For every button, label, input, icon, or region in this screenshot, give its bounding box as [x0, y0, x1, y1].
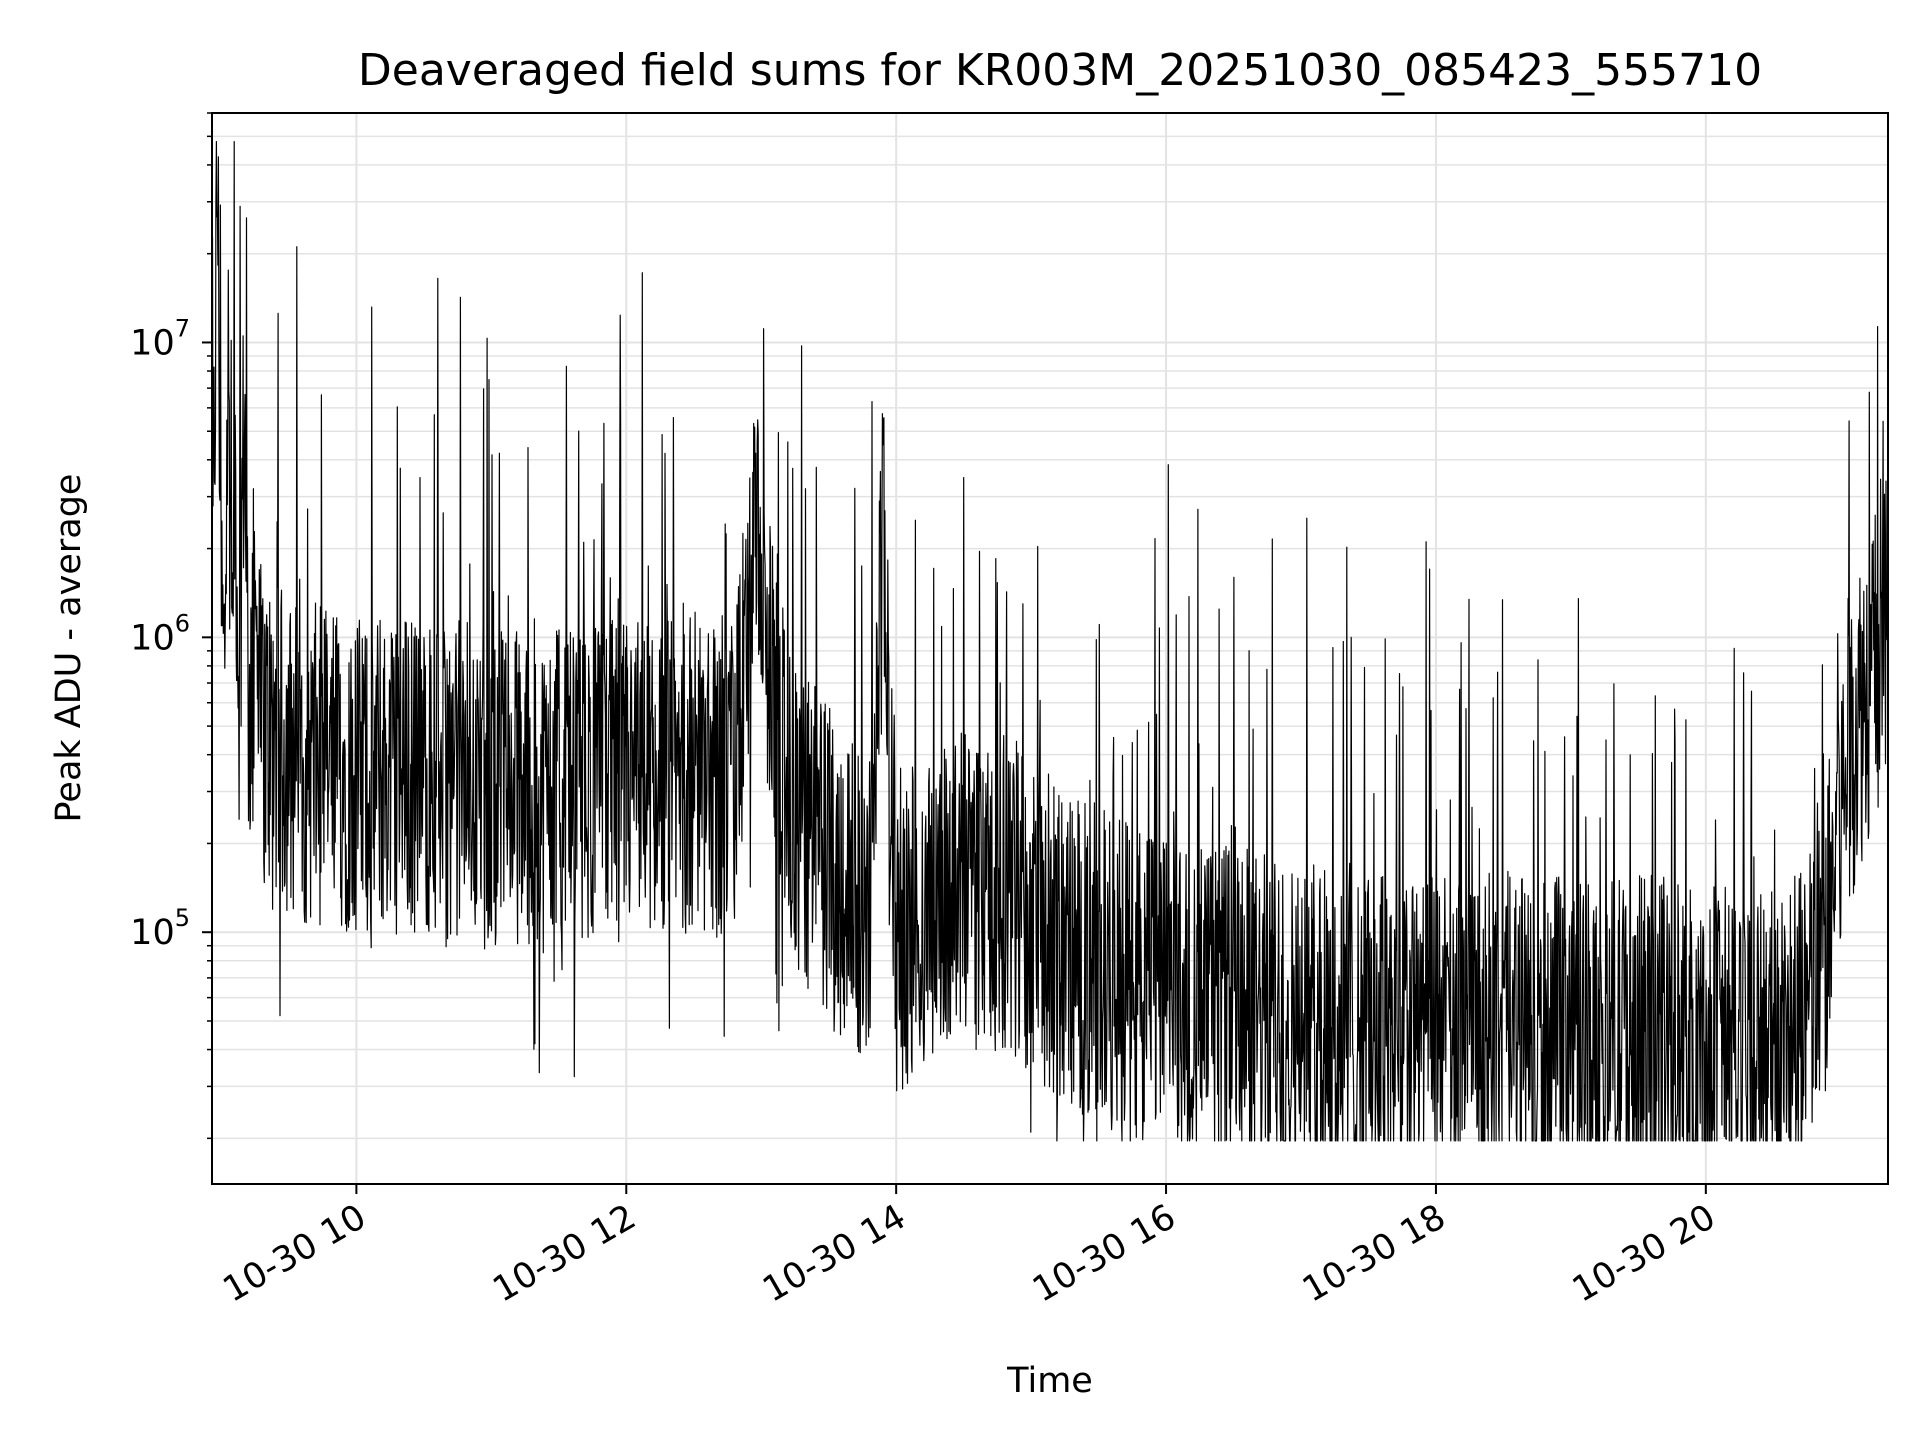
y-tick-label: 107	[130, 314, 190, 363]
y-tick-label: 106	[130, 609, 190, 658]
plot-frame	[211, 112, 1889, 1185]
series-group	[211, 141, 1889, 1142]
y-tick-label: 105	[130, 904, 190, 953]
chart-title: Deaveraged field sums for KR003M_2025103…	[358, 45, 1762, 96]
x-axis-label: Time	[1006, 1361, 1093, 1401]
y-axis: 105 106 107	[130, 112, 212, 1140]
y-axis-label: Peak ADU - average	[49, 474, 89, 823]
series-line	[211, 141, 1889, 1142]
